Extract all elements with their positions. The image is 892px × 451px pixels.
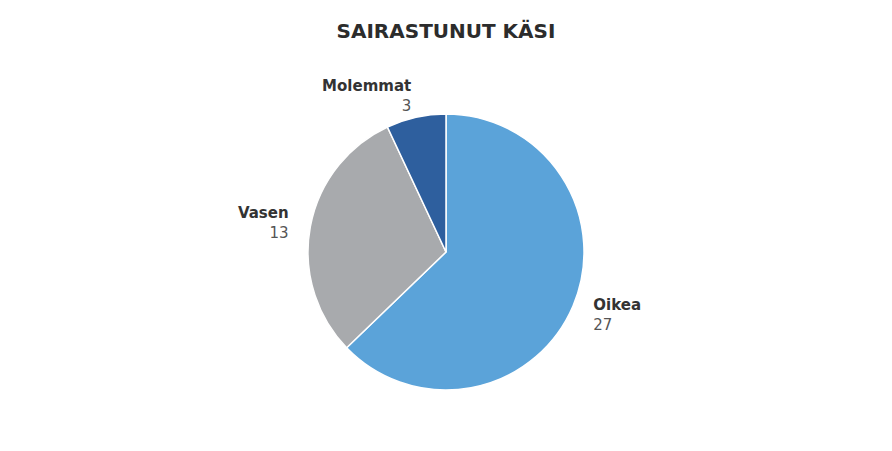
data-label: 3 [402,97,412,115]
pie-slice [387,114,446,252]
slice-label: Vasen [238,204,289,222]
slice-label: Molemmat [322,77,411,95]
chart-container: SAIRASTUNUT KÄSI Oikea 27 Vasen 13 Molemmat 3 [0,0,892,451]
data-label: 27 [593,316,612,334]
labels: Oikea 27 Vasen 13 Molemmat 3 [238,77,641,334]
chart: SAIRASTUNUT KÄSI Oikea 27 Vasen 13 Molemmat 3 [0,0,892,451]
slice-label: Oikea [593,296,641,314]
title: SAIRASTUNUT KÄSI [337,19,556,43]
pie [308,114,584,390]
data-label: 13 [269,224,288,242]
